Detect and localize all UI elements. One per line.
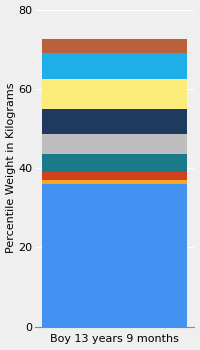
- Bar: [42, 79, 187, 109]
- Bar: [42, 184, 187, 327]
- Bar: [42, 172, 187, 180]
- Bar: [42, 154, 187, 172]
- Bar: [42, 180, 187, 184]
- Bar: [42, 53, 187, 79]
- Bar: [42, 109, 187, 134]
- Y-axis label: Percentile Weight in Kilograms: Percentile Weight in Kilograms: [6, 83, 16, 253]
- Bar: [42, 39, 187, 53]
- Bar: [42, 134, 187, 154]
